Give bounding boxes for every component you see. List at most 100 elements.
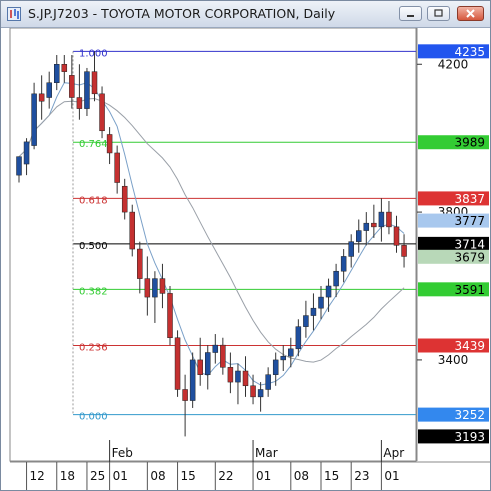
fib-level-label: 0.618	[79, 195, 108, 206]
candle-body[interactable]	[69, 75, 75, 98]
candle-body[interactable]	[227, 367, 234, 383]
day-label: 01	[256, 469, 271, 483]
candle-body[interactable]	[295, 326, 302, 350]
candle-body[interactable]	[303, 315, 309, 327]
candle-body[interactable]	[91, 71, 98, 95]
candle-body[interactable]	[76, 97, 83, 109]
candle-body[interactable]	[152, 278, 158, 298]
restore-button[interactable]	[427, 6, 450, 21]
price-tag-background	[418, 135, 489, 150]
day-label: 15	[181, 469, 196, 483]
fib-level-label: 0.382	[79, 286, 108, 297]
candle-body[interactable]	[99, 93, 105, 132]
candle-body[interactable]	[257, 389, 264, 398]
candle-body[interactable]	[371, 222, 377, 228]
candle-body[interactable]	[38, 93, 45, 102]
candle-body[interactable]	[386, 211, 392, 228]
price-tag: 3837	[418, 191, 489, 206]
candle-body[interactable]	[356, 230, 362, 242]
candle-body[interactable]	[401, 245, 407, 257]
price-tag-text: 3989	[454, 136, 485, 150]
price-tag: 3679	[418, 249, 489, 264]
candle-body[interactable]	[106, 134, 113, 154]
day-label: 18	[60, 469, 75, 483]
price-tag-background	[418, 338, 489, 353]
candle-body[interactable]	[205, 352, 211, 375]
price-tag-text: 3777	[454, 214, 485, 228]
candle-body[interactable]	[212, 344, 219, 353]
price-tag-background	[418, 249, 489, 264]
candle-body[interactable]	[197, 359, 203, 375]
candle-body[interactable]	[288, 348, 294, 357]
price-tag: 3777	[418, 213, 489, 228]
candle-body[interactable]	[363, 222, 370, 231]
price-tag: 4235	[418, 44, 489, 59]
candle-body[interactable]	[182, 389, 188, 401]
day-label: 12	[30, 469, 45, 483]
close-button[interactable]	[457, 6, 484, 21]
candle-body[interactable]	[220, 344, 226, 368]
candle-body[interactable]	[250, 385, 256, 398]
candle-body[interactable]	[54, 64, 60, 83]
price-tag-text: 3193	[454, 430, 485, 444]
candle-body[interactable]	[378, 211, 385, 228]
day-label: 01	[113, 469, 128, 483]
fib-level-label: 0.000	[79, 412, 108, 423]
candle-body[interactable]	[114, 152, 120, 183]
candle-body[interactable]	[84, 71, 90, 109]
price-tag: 3252	[418, 407, 489, 422]
candle-body[interactable]	[121, 185, 128, 213]
candle-body[interactable]	[129, 211, 135, 250]
candle-body[interactable]	[31, 93, 37, 146]
day-label: 15	[324, 469, 339, 483]
price-tag-text: 3679	[454, 250, 485, 264]
candle-body[interactable]	[348, 241, 354, 257]
fib-level-label: 1.000	[79, 48, 108, 59]
candle-body[interactable]	[174, 337, 181, 390]
candle-body[interactable]	[340, 256, 347, 272]
candle-body[interactable]	[137, 248, 143, 279]
price-tag-background	[418, 44, 489, 59]
candle-body[interactable]	[16, 156, 22, 176]
candle-body[interactable]	[272, 359, 279, 375]
price-tag-background	[418, 407, 489, 422]
candle-body[interactable]	[310, 307, 317, 316]
fib-level-label: 0.500	[79, 241, 108, 252]
candle-body[interactable]	[333, 270, 339, 287]
month-label: Feb	[112, 446, 133, 460]
candle-body[interactable]	[159, 278, 166, 294]
price-tag-text: 3439	[454, 339, 485, 353]
title-bar[interactable]: S.JP.J7203 - TOYOTA MOTOR CORPORATION, D…	[1, 1, 490, 28]
candle-body[interactable]	[393, 226, 400, 246]
candle-body[interactable]	[46, 82, 52, 98]
candle-body[interactable]	[318, 296, 324, 309]
price-tag-text: 3714	[454, 237, 485, 251]
fib-level-label: 0.764	[79, 139, 108, 150]
day-label: 08	[294, 469, 309, 483]
price-tag-background	[418, 191, 489, 206]
candle-body[interactable]	[167, 293, 173, 338]
candle-body[interactable]	[325, 285, 332, 298]
price-tag-text: 3837	[454, 192, 485, 206]
month-label: Apr	[383, 446, 404, 460]
chart-app-icon	[7, 7, 21, 21]
candle-body[interactable]	[23, 141, 30, 165]
price-axis-label: 3400	[438, 353, 469, 367]
price-tag-text: 3591	[454, 283, 485, 297]
candle-body[interactable]	[265, 374, 271, 390]
minimize-button[interactable]	[399, 6, 422, 21]
price-chart[interactable]: 1.000 0.764 0.618 0.500 0.382 0.236 0.000 4200…	[1, 28, 490, 490]
fib-level-label: 0.236	[79, 343, 108, 354]
moving-average-line	[18, 97, 405, 363]
candle-body[interactable]	[235, 370, 241, 383]
candle-body[interactable]	[144, 278, 151, 298]
candle-body[interactable]	[242, 370, 249, 387]
candle-body[interactable]	[61, 64, 68, 72]
candle-body[interactable]	[189, 359, 196, 401]
price-tag-background	[418, 429, 489, 444]
price-tag: 3439	[418, 338, 489, 353]
day-label: 22	[218, 469, 233, 483]
candle-body[interactable]	[280, 355, 286, 361]
window-title: S.JP.J7203 - TOYOTA MOTOR CORPORATION, D…	[28, 6, 336, 21]
minimize-icon	[407, 15, 414, 17]
